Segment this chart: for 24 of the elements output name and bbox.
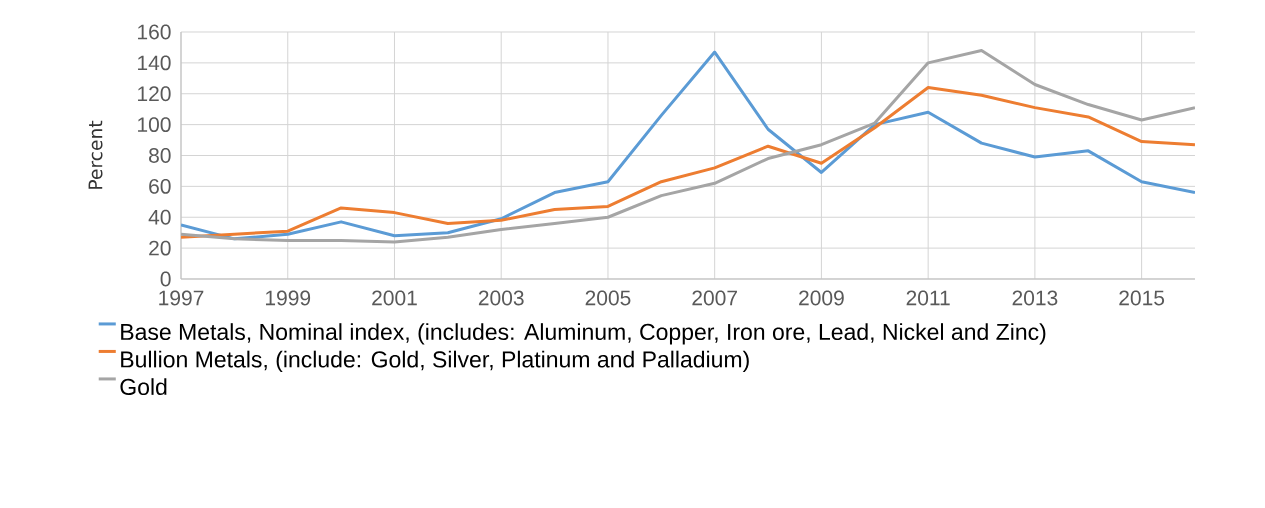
x-tick-label: 2005 — [585, 290, 631, 306]
y-tick-label: 0 — [160, 271, 171, 287]
y-tick-label: 100 — [138, 117, 171, 133]
line-series — [181, 86, 1195, 239]
y-tick-label: 80 — [149, 148, 171, 163]
legend-label: Bullion Metals, (include: Gold, Silver, Platinum and Palladium) — [121, 350, 749, 373]
y-tick-label: 160 — [138, 24, 171, 40]
x-tick-label: 1999 — [265, 290, 311, 306]
x-tick-label: 2015 — [1119, 290, 1165, 306]
x-tick-label: 2009 — [799, 290, 844, 306]
x-tick-label: 2003 — [478, 290, 524, 306]
x-tick-label: 2001 — [372, 290, 417, 306]
legend-label: Base Metals, Nominal index, (includes: Aluminum, Copper, Iron ore, Lead, Nickel and Zinc) — [121, 323, 1046, 345]
y-tick-label: 140 — [138, 55, 171, 71]
y-tick-label: 120 — [138, 86, 171, 102]
x-tick-label: 2007 — [692, 290, 737, 306]
legend-label: Gold — [120, 378, 167, 396]
x-tick-label: 1997 — [159, 290, 204, 306]
y-axis-title: Percent — [88, 120, 103, 189]
x-tick-label: 2011 — [906, 290, 950, 306]
y-tick-label: 20 — [149, 240, 171, 256]
y-tick-label: 40 — [148, 209, 171, 225]
y-tick-label: 60 — [149, 178, 171, 194]
x-tick-label: 2013 — [1012, 290, 1058, 306]
